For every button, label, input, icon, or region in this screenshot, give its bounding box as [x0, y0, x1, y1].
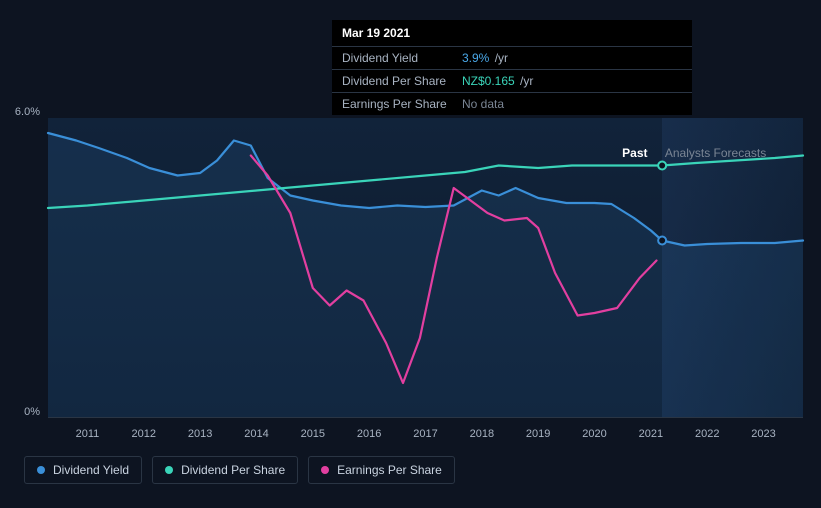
tooltip-row: Earnings Per ShareNo data — [332, 93, 692, 115]
plot-area[interactable]: Past Analysts Forecasts — [48, 118, 803, 418]
tooltip-row: Dividend Yield3.9% /yr — [332, 47, 692, 70]
tooltip-row-value: 3.9% /yr — [462, 51, 682, 65]
chart-legend: Dividend Yield Dividend Per Share Earnings… — [24, 456, 455, 484]
yaxis-min-label: 0% — [0, 406, 40, 418]
legend-label: Earnings Per Share — [337, 463, 442, 477]
x-tick: 2023 — [751, 428, 775, 440]
tooltip-row-value: No data — [462, 97, 682, 111]
legend-dot-icon — [165, 466, 173, 474]
x-tick: 2011 — [76, 428, 100, 440]
tooltip-row-value: NZ$0.165 /yr — [462, 74, 682, 88]
tooltip-row-label: Earnings Per Share — [342, 97, 462, 111]
x-tick: 2018 — [470, 428, 494, 440]
x-tick: 2013 — [188, 428, 212, 440]
legend-item[interactable]: Dividend Yield — [24, 456, 142, 484]
legend-dot-icon — [321, 466, 329, 474]
legend-item[interactable]: Dividend Per Share — [152, 456, 298, 484]
x-tick: 2016 — [357, 428, 381, 440]
x-tick: 2012 — [132, 428, 156, 440]
yaxis-max-label: 6.0% — [0, 106, 40, 118]
tooltip-row: Dividend Per ShareNZ$0.165 /yr — [332, 70, 692, 93]
series-marker — [658, 237, 666, 245]
legend-label: Dividend Yield — [53, 463, 129, 477]
legend-item[interactable]: Earnings Per Share — [308, 456, 455, 484]
x-tick: 2021 — [639, 428, 663, 440]
legend-label: Dividend Per Share — [181, 463, 285, 477]
x-tick: 2014 — [244, 428, 268, 440]
x-tick: 2020 — [582, 428, 606, 440]
x-tick: 2019 — [526, 428, 550, 440]
tooltip-date: Mar 19 2021 — [332, 20, 692, 47]
chart-lines-svg — [48, 118, 803, 418]
x-tick: 2022 — [695, 428, 719, 440]
legend-dot-icon — [37, 466, 45, 474]
chart-tooltip: Mar 19 2021 Dividend Yield3.9% /yrDivide… — [332, 20, 692, 115]
series-marker — [658, 162, 666, 170]
x-tick: 2017 — [413, 428, 437, 440]
dividend-chart: 6.0% 0% Past Analysts Forecasts 2011 2012… — [0, 100, 821, 460]
series-forecast-line — [662, 156, 803, 166]
x-tick: 2015 — [301, 428, 325, 440]
tooltip-row-label: Dividend Per Share — [342, 74, 462, 88]
x-axis: 2011 2012 2013 2014 2015 2016 2017 2018 2019 2020… — [48, 428, 803, 448]
tooltip-row-label: Dividend Yield — [342, 51, 462, 65]
